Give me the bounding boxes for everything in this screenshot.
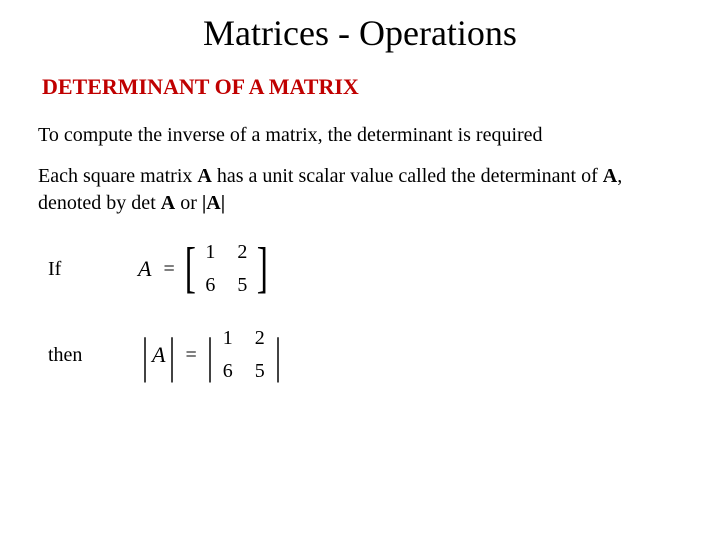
det-matrix-cells: 1 2 6 5: [217, 323, 271, 387]
label-if: If: [48, 258, 138, 281]
vbar-right-2-icon: |: [275, 335, 281, 375]
p2-bold-1: A: [197, 165, 211, 187]
p2-text-2: has a unit scalar value called the deter…: [212, 165, 603, 187]
cell-r2c2: 5: [237, 274, 247, 297]
vbar-left-1-icon: |: [142, 335, 148, 375]
p2-bold-2: A: [603, 165, 617, 187]
vbar-left-2-icon: |: [207, 335, 213, 375]
p2-text-4: or: [175, 192, 202, 214]
slide-subtitle: DETERMINANT OF A MATRIX: [38, 74, 682, 100]
bracket-right-icon: ]: [257, 249, 268, 288]
matrix-cells: 1 2 6 5: [199, 237, 253, 301]
slide-title: Matrices - Operations: [38, 12, 682, 54]
bracket-left-icon: [: [184, 249, 195, 288]
det-matrix: | 1 2 6 5 |: [203, 323, 285, 387]
matrix-A: [ 1 2 6 5 ]: [181, 237, 272, 301]
cell-r1c2: 2: [237, 241, 247, 264]
det-A: | A |: [138, 335, 179, 375]
p2-text-1: Each square matrix: [38, 165, 197, 187]
det-cell-r1c2: 2: [255, 327, 265, 350]
det-cell-r1c1: 1: [223, 327, 233, 350]
equation-detA: | A | = | 1 2 6 5 |: [138, 323, 285, 387]
cell-r1c1: 1: [205, 241, 215, 264]
equals-1: =: [163, 258, 174, 281]
var-A-det: A: [152, 342, 165, 368]
det-cell-r2c2: 5: [255, 360, 265, 383]
paragraph-1: To compute the inverse of a matrix, the …: [38, 122, 682, 149]
math-block: If A = [ 1 2 6 5 ] then: [38, 237, 682, 387]
math-row-if: If A = [ 1 2 6 5 ]: [48, 237, 682, 301]
p2-bold-4: |A|: [202, 192, 225, 214]
cell-r2c1: 6: [205, 274, 215, 297]
p2-bold-3: A: [161, 192, 175, 214]
var-A: A: [138, 256, 151, 282]
slide-container: Matrices - Operations DETERMINANT OF A M…: [0, 0, 720, 387]
label-then: then: [48, 344, 138, 367]
equation-A: A = [ 1 2 6 5 ]: [138, 237, 272, 301]
equals-2: =: [185, 344, 196, 367]
paragraph-2: Each square matrix A has a unit scalar v…: [38, 163, 682, 217]
vbar-right-1-icon: |: [169, 335, 175, 375]
det-cell-r2c1: 6: [223, 360, 233, 383]
math-row-then: then | A | = | 1 2 6 5 |: [48, 323, 682, 387]
